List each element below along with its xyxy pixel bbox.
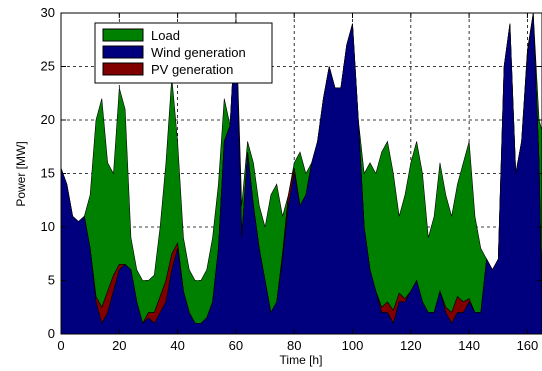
y-tick-label: 25 (41, 59, 55, 74)
y-tick-label: 0 (48, 326, 55, 341)
x-tick-label: 0 (57, 338, 64, 353)
x-axis-label: Time [h] (280, 353, 323, 367)
legend-swatch-wind (102, 45, 144, 59)
legend-swatch-load (102, 28, 144, 42)
legend-label-wind: Wind generation (151, 45, 246, 60)
y-tick-label: 20 (41, 112, 55, 127)
x-tick-label: 40 (170, 338, 184, 353)
x-tick-label: 80 (287, 338, 301, 353)
x-tick-label: 120 (400, 338, 422, 353)
legend-label-pv: PV generation (151, 62, 233, 77)
x-tick-label: 100 (342, 338, 364, 353)
y-tick-label: 30 (41, 5, 55, 20)
legend-label-load: Load (151, 28, 180, 43)
x-tick-label: 60 (229, 338, 243, 353)
x-tick-label: 140 (458, 338, 480, 353)
axis-ticks: 0 20 40 60 80 100 120 140 160 0 5 10 15 20 25 30 (41, 5, 542, 353)
x-tick-label: 160 (517, 338, 539, 353)
y-tick-label: 5 (48, 273, 55, 288)
y-tick-label: 15 (41, 166, 55, 181)
legend: Load Wind generation PV generation (94, 22, 273, 84)
legend-swatch-pv (102, 62, 144, 76)
y-tick-label: 10 (41, 219, 55, 234)
y-axis-label: Power [MW] (14, 141, 28, 206)
area-series (60, 12, 542, 335)
x-tick-label: 20 (112, 338, 126, 353)
